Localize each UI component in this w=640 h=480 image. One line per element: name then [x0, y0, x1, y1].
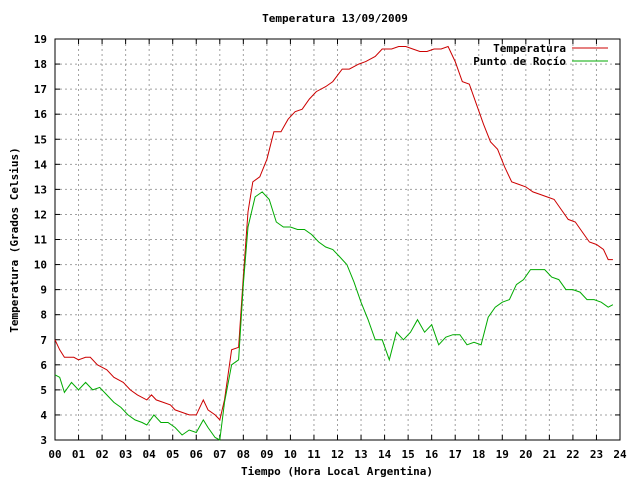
x-tick-label: 12 — [331, 448, 344, 461]
y-tick-label: 19 — [34, 33, 47, 46]
y-tick-label: 12 — [34, 208, 47, 221]
y-tick-label: 8 — [40, 309, 47, 322]
y-tick-label: 10 — [34, 259, 47, 272]
x-tick-label: 02 — [95, 448, 108, 461]
x-tick-label: 22 — [566, 448, 579, 461]
y-tick-label: 6 — [40, 359, 47, 372]
legend-label-punto-de-rocio: Punto de Rocío — [473, 55, 566, 68]
x-tick-label: 03 — [119, 448, 132, 461]
x-tick-label: 01 — [72, 448, 86, 461]
y-axis: 3 4 5 6 7 8 9 10 11 12 13 14 15 16 17 18 19 — [34, 33, 620, 447]
series-line-temperatura — [54, 45, 613, 421]
x-tick-label: 20 — [519, 448, 532, 461]
y-tick-label: 4 — [40, 409, 47, 422]
x-tick-label: 11 — [307, 448, 321, 461]
x-tick-label: 10 — [284, 448, 297, 461]
x-tick-label: 15 — [402, 448, 415, 461]
chart-title: Temperatura 13/09/2009 — [262, 12, 408, 25]
y-tick-label: 16 — [34, 108, 48, 121]
x-tick-label: 18 — [472, 448, 485, 461]
x-tick-label: 06 — [190, 448, 204, 461]
x-axis: 00 01 02 03 04 05 06 07 08 09 10 11 12 13 14 15 16 17 18 19… — [48, 39, 627, 461]
x-tick-label: 04 — [143, 448, 157, 461]
x-tick-label: 09 — [260, 448, 273, 461]
x-tick-label: 14 — [378, 448, 392, 461]
x-tick-label: 23 — [590, 448, 603, 461]
series-line-punto-de-rocio — [54, 191, 614, 441]
x-tick-label: 16 — [425, 448, 439, 461]
y-tick-label: 17 — [34, 83, 47, 96]
x-tick-label: 21 — [543, 448, 557, 461]
y-tick-label: 18 — [34, 58, 47, 71]
y-tick-label: 5 — [40, 384, 47, 397]
x-tick-label: 13 — [354, 448, 367, 461]
x-tick-label: 08 — [237, 448, 250, 461]
y-axis-label: Temperatura (Grados Celsius) — [8, 147, 21, 332]
x-tick-label: 05 — [166, 448, 179, 461]
grid — [55, 39, 620, 440]
y-tick-label: 15 — [34, 133, 47, 146]
y-tick-label: 11 — [34, 234, 48, 247]
y-tick-label: 7 — [40, 334, 47, 347]
x-tick-label: 07 — [213, 448, 226, 461]
y-tick-label: 3 — [40, 434, 47, 447]
y-tick-label: 14 — [34, 158, 48, 171]
series-group — [54, 45, 614, 441]
x-tick-label: 00 — [48, 448, 61, 461]
legend-label-temperatura: Temperatura — [493, 42, 566, 55]
x-tick-label: 17 — [449, 448, 462, 461]
y-tick-label: 13 — [34, 183, 47, 196]
y-tick-label: 9 — [40, 284, 47, 297]
x-tick-label: 19 — [496, 448, 509, 461]
x-tick-label: 24 — [613, 448, 627, 461]
x-axis-label: Tiempo (Hora Local Argentina) — [241, 465, 433, 478]
